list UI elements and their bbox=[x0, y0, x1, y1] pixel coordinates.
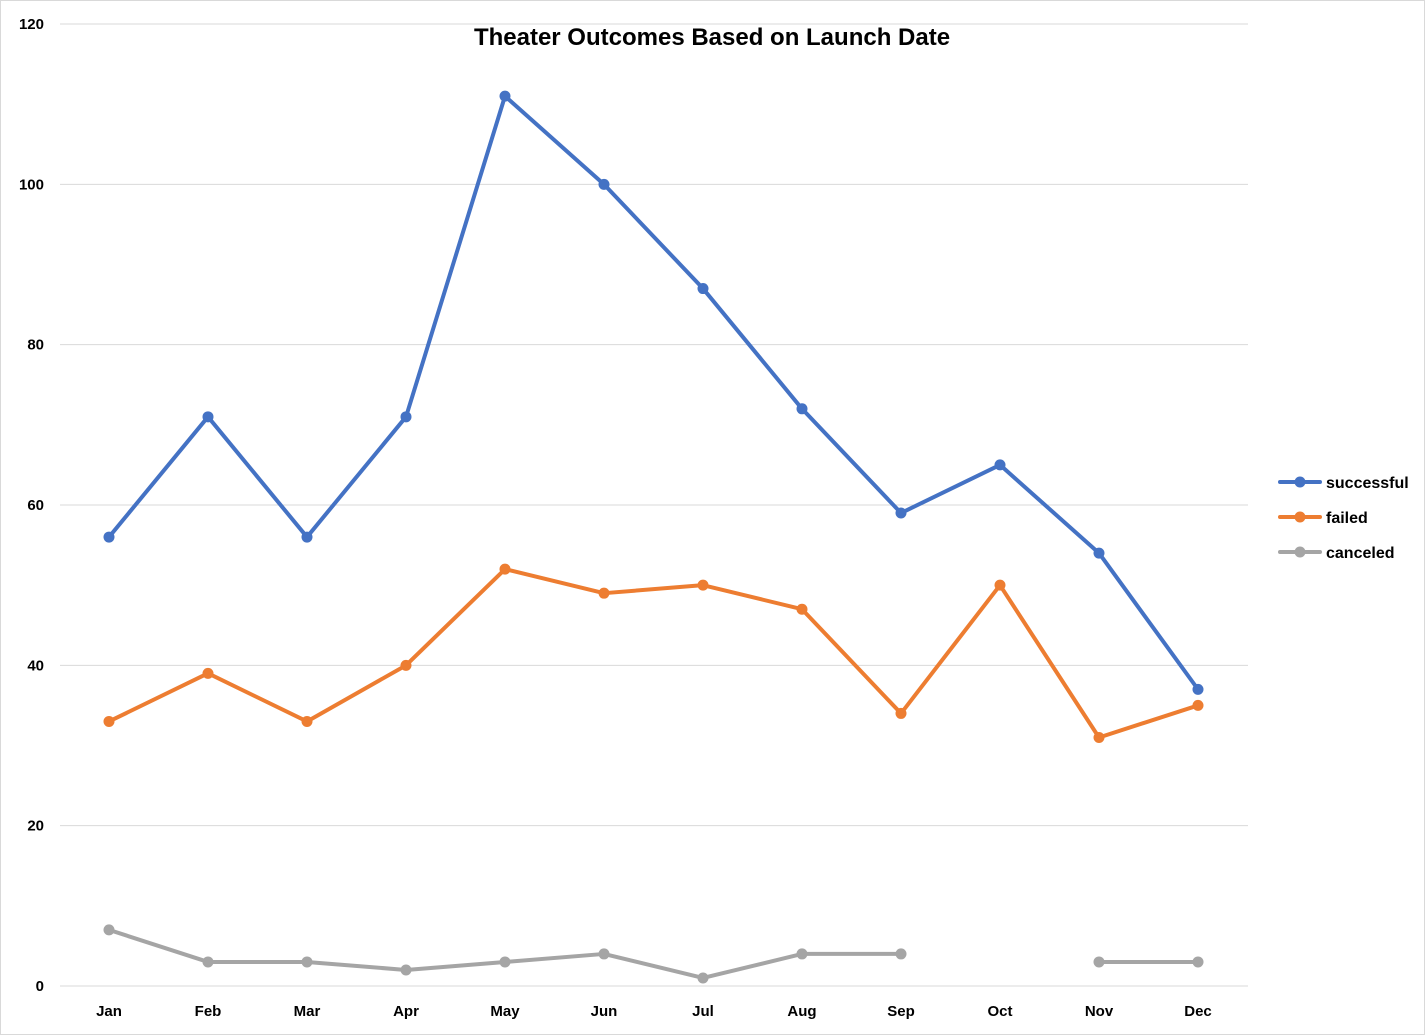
legend-swatch-marker-canceled bbox=[1294, 546, 1306, 558]
legend-item-canceled: canceled bbox=[1278, 545, 1394, 562]
y-tick-label-40: 40 bbox=[27, 657, 44, 674]
point-canceled-feb bbox=[202, 956, 214, 968]
x-tick-label-may: May bbox=[490, 1003, 520, 1020]
point-successful-aug bbox=[796, 403, 808, 415]
series-line-failed-0 bbox=[107, 567, 1200, 740]
y-tick-label-60: 60 bbox=[27, 497, 44, 514]
legend-label-canceled: canceled bbox=[1326, 545, 1394, 562]
point-failed-feb bbox=[202, 667, 214, 679]
legend-swatch-marker-successful bbox=[1294, 476, 1306, 488]
legend-swatch-marker-failed bbox=[1294, 511, 1306, 523]
point-canceled-jul bbox=[697, 972, 709, 984]
point-successful-feb bbox=[202, 411, 214, 423]
point-failed-sep bbox=[895, 707, 907, 719]
point-canceled-dec bbox=[1192, 956, 1204, 968]
series-failed bbox=[103, 563, 1204, 743]
point-canceled-sep bbox=[895, 948, 907, 960]
legend: successful failed canceled bbox=[1278, 475, 1409, 562]
point-successful-dec bbox=[1192, 683, 1204, 695]
x-axis-tick-labels: Jan Feb Mar Apr May Jun Jul Aug Sep Oct Nov Dec bbox=[96, 1003, 1212, 1020]
series-successful bbox=[103, 90, 1204, 695]
point-failed-may bbox=[499, 563, 511, 575]
y-tick-label-80: 80 bbox=[27, 337, 44, 354]
point-successful-apr bbox=[400, 411, 412, 423]
x-tick-label-oct: Oct bbox=[987, 1003, 1012, 1020]
series-lines bbox=[103, 90, 1204, 984]
x-tick-label-jun: Jun bbox=[591, 1003, 618, 1020]
x-tick-label-apr: Apr bbox=[393, 1003, 419, 1020]
legend-label-failed: failed bbox=[1326, 510, 1368, 527]
point-canceled-apr bbox=[400, 964, 412, 976]
point-canceled-jan bbox=[103, 924, 115, 936]
point-failed-jan bbox=[103, 715, 115, 727]
point-failed-apr bbox=[400, 659, 412, 671]
x-tick-label-nov: Nov bbox=[1085, 1003, 1114, 1020]
point-failed-nov bbox=[1093, 731, 1105, 743]
point-failed-mar bbox=[301, 715, 313, 727]
point-canceled-may bbox=[499, 956, 511, 968]
x-tick-label-dec: Dec bbox=[1184, 1003, 1212, 1020]
x-tick-label-jul: Jul bbox=[692, 1003, 714, 1020]
point-failed-jul bbox=[697, 579, 709, 591]
legend-item-failed: failed bbox=[1278, 510, 1368, 527]
legend-label-successful: successful bbox=[1326, 475, 1409, 492]
x-tick-label-feb: Feb bbox=[195, 1003, 222, 1020]
legend-item-successful: successful bbox=[1278, 475, 1409, 492]
point-failed-dec bbox=[1192, 699, 1204, 711]
point-successful-jan bbox=[103, 531, 115, 543]
point-canceled-nov bbox=[1093, 956, 1105, 968]
point-successful-jul bbox=[697, 283, 709, 295]
x-tick-label-aug: Aug bbox=[787, 1003, 816, 1020]
point-successful-mar bbox=[301, 531, 313, 543]
point-canceled-jun bbox=[598, 948, 610, 960]
y-tick-label-20: 20 bbox=[27, 818, 44, 835]
point-successful-nov bbox=[1093, 547, 1105, 559]
point-failed-aug bbox=[796, 603, 808, 615]
series-canceled bbox=[103, 924, 1204, 984]
point-successful-jun bbox=[598, 178, 610, 190]
y-axis-tick-labels: 0 20 40 60 80 100 120 bbox=[19, 16, 44, 995]
point-successful-may bbox=[499, 90, 511, 102]
x-tick-label-mar: Mar bbox=[294, 1003, 321, 1020]
point-successful-oct bbox=[994, 459, 1006, 471]
point-canceled-aug bbox=[796, 948, 808, 960]
chart-title: Theater Outcomes Based on Launch Date bbox=[474, 24, 950, 51]
gridlines bbox=[60, 23, 1248, 987]
x-tick-label-jan: Jan bbox=[96, 1003, 122, 1020]
point-canceled-mar bbox=[301, 956, 313, 968]
point-failed-jun bbox=[598, 587, 610, 599]
y-tick-label-120: 120 bbox=[19, 16, 44, 33]
y-tick-label-100: 100 bbox=[19, 176, 44, 193]
series-line-canceled-0 bbox=[107, 927, 903, 980]
series-line-successful-0 bbox=[107, 94, 1200, 692]
x-tick-label-sep: Sep bbox=[887, 1003, 915, 1020]
y-tick-label-0: 0 bbox=[36, 978, 44, 995]
point-failed-oct bbox=[994, 579, 1006, 591]
point-successful-sep bbox=[895, 507, 907, 519]
